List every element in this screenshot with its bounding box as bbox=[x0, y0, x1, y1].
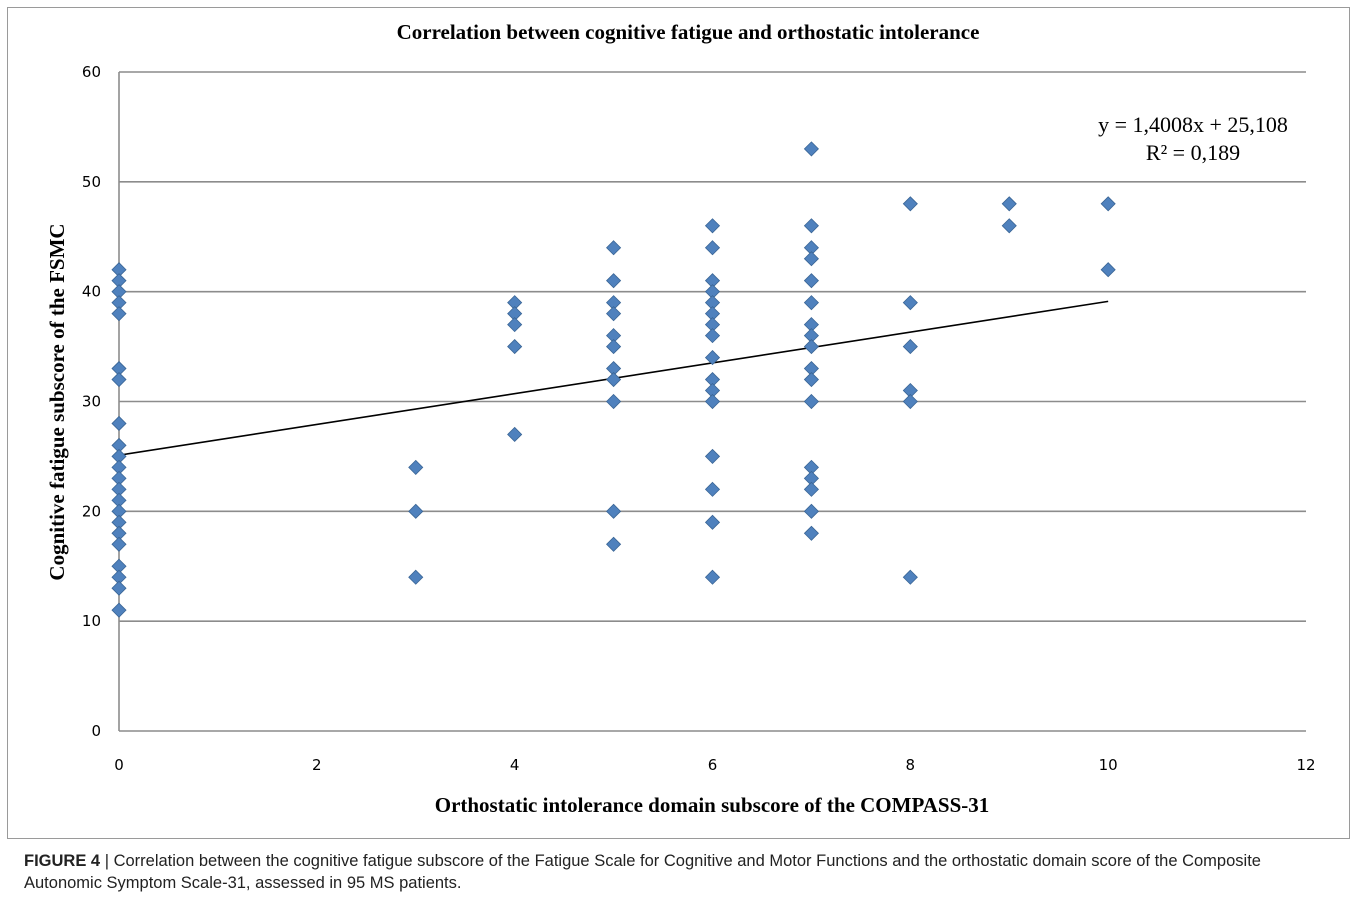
data-point bbox=[704, 514, 721, 530]
data-point bbox=[507, 339, 523, 355]
x-tick-label: 0 bbox=[114, 756, 124, 774]
data-point bbox=[606, 306, 622, 322]
y-axis-title: Cognitive fatigue subscore of the FSMC bbox=[45, 223, 69, 580]
data-point bbox=[803, 273, 819, 289]
data-point bbox=[803, 339, 819, 355]
y-tick-label: 20 bbox=[82, 502, 101, 520]
trend-equation: y = 1,4008x + 25,108 bbox=[1098, 112, 1288, 137]
data-point bbox=[704, 350, 721, 366]
x-tick-label: 6 bbox=[708, 756, 718, 774]
data-point bbox=[704, 569, 721, 585]
data-point bbox=[606, 536, 622, 552]
data-point bbox=[704, 448, 721, 464]
y-tick-label: 30 bbox=[82, 393, 101, 411]
data-point bbox=[704, 328, 721, 344]
data-point bbox=[902, 196, 918, 212]
data-point bbox=[902, 393, 918, 410]
data-point bbox=[902, 339, 918, 355]
data-point bbox=[803, 218, 819, 234]
data-point bbox=[408, 569, 424, 585]
data-point bbox=[704, 240, 721, 256]
data-points bbox=[111, 141, 1116, 618]
x-tick-label: 4 bbox=[510, 756, 520, 774]
data-point bbox=[704, 481, 721, 497]
x-tick-label: 10 bbox=[1099, 756, 1118, 774]
scatter-chart: Correlation between cognitive fatigue an… bbox=[45, 20, 1316, 817]
data-point bbox=[111, 580, 127, 596]
caption-label: FIGURE 4 bbox=[24, 852, 101, 870]
x-tick-label: 12 bbox=[1296, 756, 1315, 774]
y-tick-label: 0 bbox=[91, 722, 101, 740]
y-tick-label: 40 bbox=[82, 283, 101, 301]
x-tick-label: 2 bbox=[312, 756, 322, 774]
data-point bbox=[803, 295, 819, 311]
y-tick-label: 50 bbox=[82, 173, 101, 191]
data-point bbox=[606, 273, 622, 289]
figure-caption: FIGURE 4 | Correlation between the cogni… bbox=[24, 850, 1334, 894]
x-axis-title: Orthostatic intolerance domain subscore … bbox=[435, 793, 990, 817]
data-point bbox=[111, 371, 127, 388]
data-point bbox=[1100, 262, 1116, 278]
data-point bbox=[111, 536, 127, 552]
y-tick-label: 60 bbox=[82, 63, 101, 81]
y-tick-label: 10 bbox=[82, 612, 101, 630]
data-point bbox=[803, 525, 819, 541]
data-point bbox=[902, 295, 918, 311]
data-point bbox=[1001, 196, 1017, 212]
data-point bbox=[111, 602, 127, 618]
data-point bbox=[803, 393, 819, 410]
data-point bbox=[704, 393, 721, 410]
data-point bbox=[803, 141, 819, 157]
r-squared-label: R² = 0,189 bbox=[1146, 140, 1240, 165]
caption-text: | Correlation between the cognitive fati… bbox=[24, 852, 1261, 892]
data-point bbox=[704, 218, 721, 234]
data-point bbox=[606, 503, 622, 519]
data-point bbox=[606, 393, 622, 410]
data-point bbox=[111, 306, 127, 322]
x-tick-label: 8 bbox=[906, 756, 916, 774]
figure-frame bbox=[7, 7, 1350, 839]
data-point bbox=[507, 317, 523, 333]
data-point bbox=[803, 503, 819, 519]
data-point bbox=[408, 459, 424, 475]
data-point bbox=[606, 339, 622, 355]
data-point bbox=[1100, 196, 1116, 212]
data-point bbox=[1001, 218, 1017, 234]
chart-title: Correlation between cognitive fatigue an… bbox=[397, 20, 980, 44]
data-point bbox=[803, 371, 819, 388]
data-point bbox=[902, 569, 918, 585]
data-point bbox=[803, 251, 819, 267]
data-point bbox=[606, 371, 622, 388]
data-point bbox=[408, 503, 424, 519]
data-point bbox=[606, 240, 622, 256]
data-point bbox=[803, 481, 819, 497]
data-point bbox=[111, 415, 127, 432]
tick-labels: 0 10 20 30 40 50 60 0 2 4 6 8 10 12 bbox=[82, 63, 1316, 774]
data-point bbox=[507, 426, 523, 443]
